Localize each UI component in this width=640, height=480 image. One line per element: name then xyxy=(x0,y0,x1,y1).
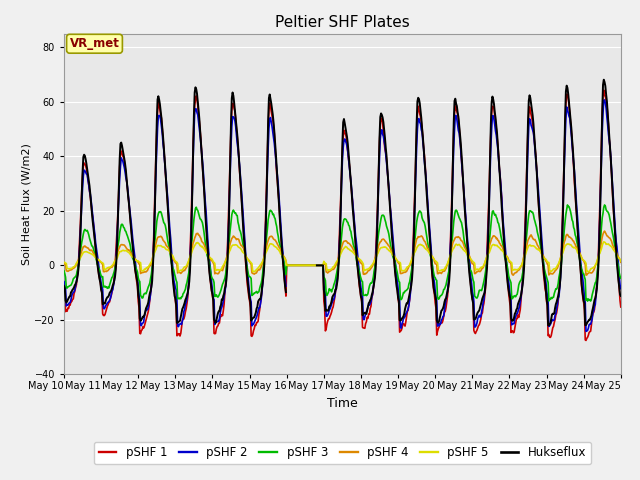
pSHF 3 xyxy=(182,282,190,288)
Legend: pSHF 1, pSHF 2, pSHF 3, pSHF 4, pSHF 5, Hukseflux: pSHF 1, pSHF 2, pSHF 3, pSHF 4, pSHF 5, … xyxy=(94,442,591,464)
pSHF 1 xyxy=(388,227,396,233)
pSHF 2 xyxy=(182,300,190,305)
pSHF 5 xyxy=(175,269,182,275)
pSHF 3 xyxy=(584,298,591,304)
pSHF 3 xyxy=(206,266,214,272)
pSHF 5 xyxy=(389,252,397,258)
pSHF 1 xyxy=(182,306,190,312)
Hukseflux xyxy=(444,288,451,294)
pSHF 1 xyxy=(443,299,451,305)
pSHF 2 xyxy=(60,279,68,285)
pSHF 5 xyxy=(335,256,342,262)
pSHF 5 xyxy=(444,261,451,266)
pSHF 1 xyxy=(60,283,68,289)
pSHF 4 xyxy=(388,250,396,255)
pSHF 5 xyxy=(617,258,625,264)
Hukseflux xyxy=(389,242,397,248)
pSHF 3 xyxy=(443,278,451,284)
pSHF 1 xyxy=(206,276,214,281)
pSHF 4 xyxy=(443,263,451,269)
pSHF 2 xyxy=(617,286,625,292)
pSHF 5 xyxy=(183,262,191,268)
Hukseflux xyxy=(335,264,342,269)
Line: pSHF 5: pSHF 5 xyxy=(64,242,621,272)
pSHF 2 xyxy=(389,232,397,238)
pSHF 5 xyxy=(600,239,607,245)
pSHF 5 xyxy=(566,242,574,248)
pSHF 4 xyxy=(182,265,190,271)
pSHF 5 xyxy=(60,259,68,265)
pSHF 4 xyxy=(601,228,609,234)
pSHF 3 xyxy=(388,249,396,254)
pSHF 1 xyxy=(566,111,573,117)
Hukseflux xyxy=(182,295,190,301)
pSHF 2 xyxy=(335,259,342,264)
Y-axis label: Soil Heat Flux (W/m2): Soil Heat Flux (W/m2) xyxy=(22,143,32,265)
pSHF 3 xyxy=(617,276,625,281)
Title: Peltier SHF Plates: Peltier SHF Plates xyxy=(275,15,410,30)
pSHF 3 xyxy=(564,202,572,208)
pSHF 4 xyxy=(206,255,214,261)
pSHF 2 xyxy=(206,263,214,269)
pSHF 4 xyxy=(566,234,573,240)
pSHF 1 xyxy=(600,87,607,93)
pSHF 4 xyxy=(617,259,625,265)
pSHF 5 xyxy=(207,255,215,261)
Hukseflux xyxy=(60,283,68,289)
pSHF 2 xyxy=(566,123,574,129)
Line: pSHF 1: pSHF 1 xyxy=(64,90,621,340)
Line: pSHF 3: pSHF 3 xyxy=(64,205,621,301)
Text: VR_met: VR_met xyxy=(70,37,120,50)
Line: pSHF 2: pSHF 2 xyxy=(64,100,621,331)
Hukseflux xyxy=(566,116,574,122)
Line: Hukseflux: Hukseflux xyxy=(64,80,621,325)
pSHF 3 xyxy=(334,264,342,270)
pSHF 4 xyxy=(334,257,342,263)
Hukseflux xyxy=(617,293,625,299)
Line: pSHF 4: pSHF 4 xyxy=(64,231,621,275)
pSHF 4 xyxy=(582,272,590,278)
pSHF 2 xyxy=(444,288,451,293)
pSHF 4 xyxy=(60,260,68,266)
pSHF 1 xyxy=(617,304,625,310)
pSHF 3 xyxy=(566,209,574,215)
X-axis label: Time: Time xyxy=(327,397,358,410)
pSHF 1 xyxy=(582,337,590,343)
pSHF 3 xyxy=(60,268,68,274)
pSHF 1 xyxy=(334,267,342,273)
Hukseflux xyxy=(206,276,214,282)
